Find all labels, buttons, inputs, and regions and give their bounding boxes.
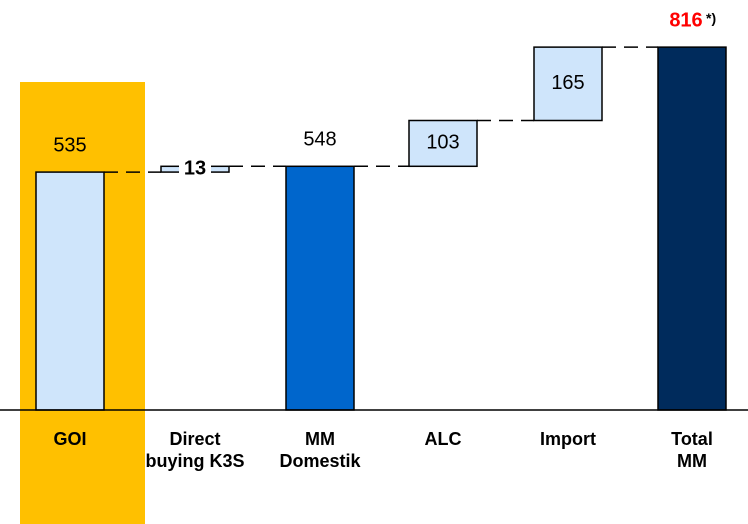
- value-label: 165: [551, 72, 584, 94]
- x-tick-label: Import: [540, 429, 596, 449]
- bar: [35, 171, 105, 411]
- value-label: 816: [669, 9, 702, 31]
- x-tick-label: Direct buying K3S: [145, 429, 245, 471]
- bar: [533, 46, 603, 122]
- bar: [285, 165, 355, 411]
- bar: [408, 119, 478, 168]
- x-tick-label: GOI: [53, 429, 87, 449]
- annotation: *): [706, 10, 716, 26]
- value-label: 548: [303, 129, 336, 151]
- bar: [657, 46, 727, 411]
- x-tick-label: MM Domestik: [279, 429, 361, 471]
- x-tick-label: ALC: [424, 429, 462, 449]
- value-label: 13: [184, 157, 206, 179]
- label-bg: [179, 158, 211, 181]
- value-label: 103: [426, 132, 459, 154]
- x-tick-label: Total MM: [671, 429, 713, 471]
- value-label: 535: [53, 134, 86, 156]
